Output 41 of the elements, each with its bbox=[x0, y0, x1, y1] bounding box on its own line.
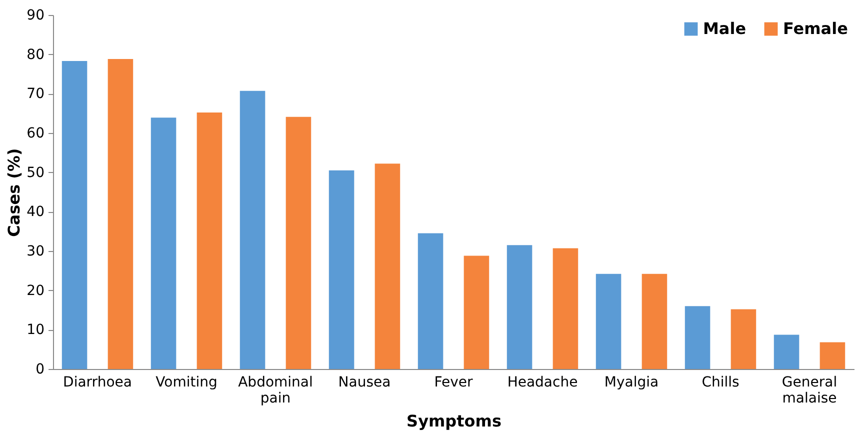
x-tick-label: Chills bbox=[702, 374, 740, 390]
x-tick-label: Nausea bbox=[338, 374, 391, 390]
y-tick-label: 50 bbox=[26, 164, 44, 181]
x-tick-label: Myalgia bbox=[604, 374, 659, 390]
x-tick-label: Vomiting bbox=[156, 374, 218, 390]
bar bbox=[328, 170, 354, 369]
y-tick-label: 20 bbox=[26, 282, 44, 299]
y-tick-label: 80 bbox=[26, 46, 44, 63]
bar bbox=[552, 248, 578, 369]
bar bbox=[240, 90, 266, 369]
legend-label: Male bbox=[703, 19, 746, 38]
bar bbox=[596, 274, 622, 369]
x-tick-label: Diarrhoea bbox=[63, 374, 132, 390]
legend-label: Female bbox=[783, 19, 848, 38]
x-tick-label: Abdominal pain bbox=[238, 374, 313, 406]
bar bbox=[464, 256, 490, 369]
bar bbox=[286, 116, 312, 369]
x-tick-label: Fever bbox=[434, 374, 474, 390]
bar bbox=[62, 61, 88, 369]
bar bbox=[196, 112, 222, 369]
bar bbox=[774, 334, 800, 369]
y-tick-label: 10 bbox=[26, 322, 44, 338]
bar bbox=[150, 118, 176, 369]
bar bbox=[418, 233, 444, 369]
bar bbox=[108, 59, 134, 369]
bar bbox=[820, 342, 846, 369]
y-tick-label: 0 bbox=[36, 362, 44, 378]
x-axis-title: Symptoms bbox=[406, 412, 502, 430]
bar bbox=[642, 274, 668, 369]
x-tick-label: Headache bbox=[507, 374, 578, 390]
y-axis-title: Cases (%) bbox=[4, 148, 24, 237]
y-tick-label: 90 bbox=[26, 8, 44, 24]
bar bbox=[506, 245, 532, 369]
y-tick-label: 40 bbox=[26, 204, 44, 220]
y-tick-label: 30 bbox=[26, 244, 44, 260]
bar bbox=[730, 309, 756, 369]
x-tick-label: General malaise bbox=[782, 374, 838, 406]
bar bbox=[374, 164, 400, 369]
y-tick-label: 70 bbox=[26, 86, 44, 102]
bar bbox=[684, 306, 710, 369]
y-tick-label: 60 bbox=[26, 126, 44, 142]
